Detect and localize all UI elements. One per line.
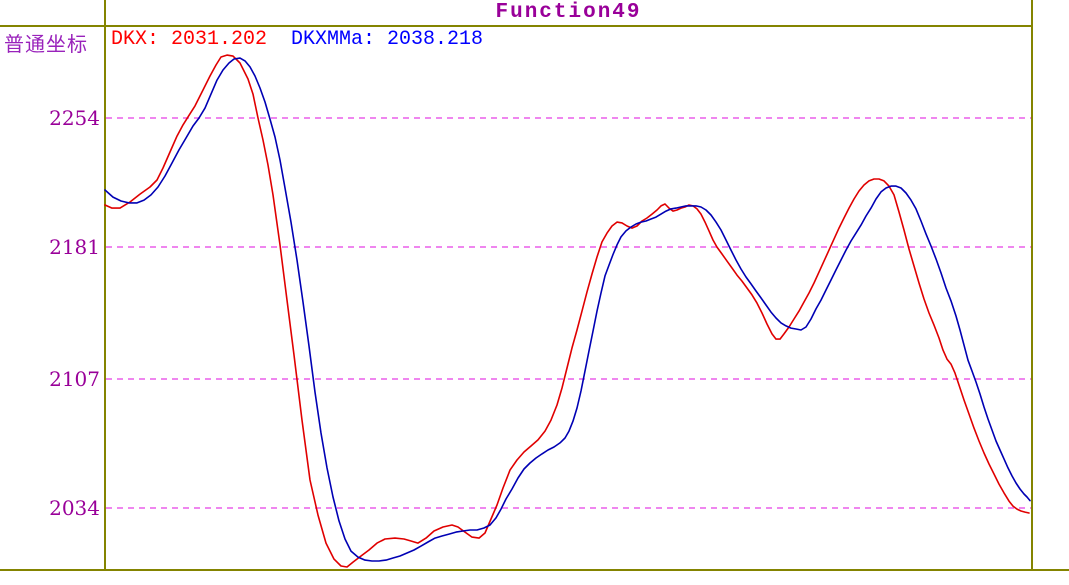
chart-title: Function49 [495, 1, 642, 24]
legend-dkx: DKX: 2031.202 [111, 28, 268, 51]
title-bar: Function49 [105, 0, 1032, 25]
coordinate-mode-label: 普通坐标 [4, 34, 88, 56]
gridline [106, 507, 1031, 509]
top-rule [0, 25, 1033, 27]
y-axis-tick-label: 2254 [49, 106, 100, 130]
gridline [106, 246, 1031, 248]
left-axis-line [104, 0, 106, 570]
dkx-line [104, 54, 1030, 568]
bottom-rule [0, 569, 1069, 571]
legend-dkxma: DKXMMa: 2038.218 [291, 28, 484, 51]
right-axis-line [1031, 0, 1033, 570]
gridline [106, 117, 1031, 119]
y-axis-tick-label: 2034 [49, 496, 100, 520]
y-axis-tick-label: 2107 [49, 367, 100, 391]
gridline [106, 378, 1031, 380]
y-axis-tick-label: 2181 [49, 235, 100, 259]
dkxma-line [104, 57, 1031, 562]
